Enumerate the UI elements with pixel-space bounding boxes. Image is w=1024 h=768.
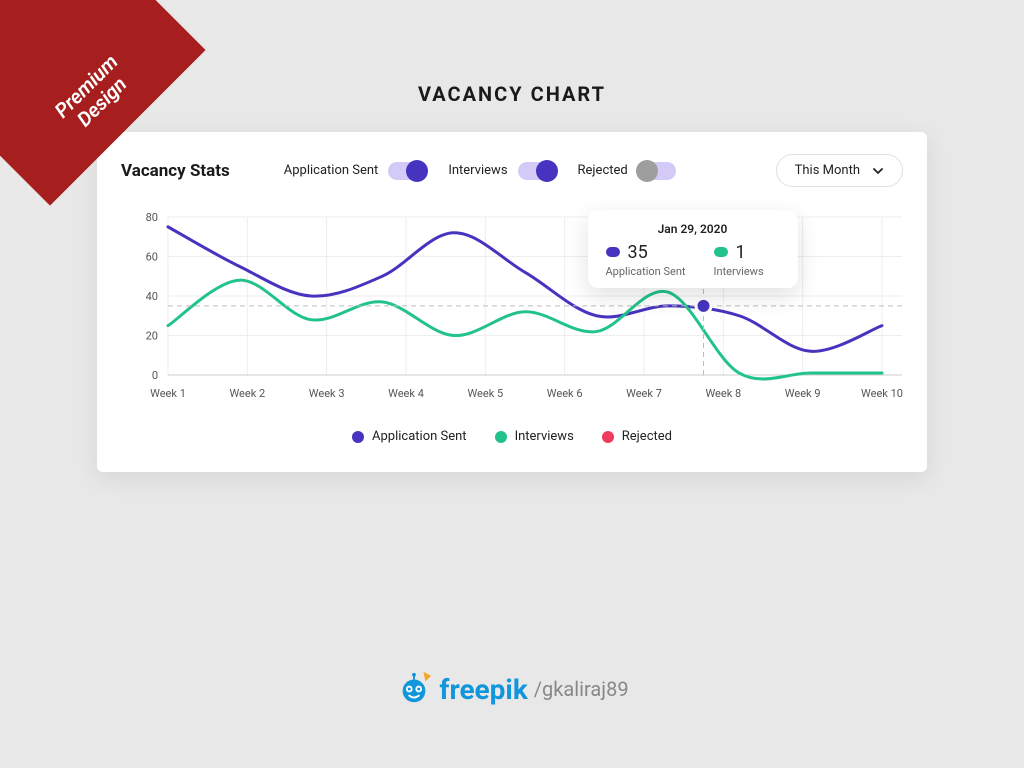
- legend-label: Application Sent: [372, 429, 467, 444]
- tooltip-value: 1: [736, 242, 746, 263]
- tooltip-values: 35 Application Sent 1 Interviews: [606, 242, 780, 278]
- svg-text:40: 40: [146, 290, 158, 303]
- chart-tooltip: Jan 29, 2020 35 Application Sent 1 Intervie…: [588, 210, 798, 288]
- toggle-label: Application Sent: [284, 163, 379, 178]
- toggle-interviews[interactable]: Interviews: [448, 162, 555, 180]
- attribution-brand: freepik: [439, 673, 527, 706]
- legend-item-interviews: Interviews: [495, 429, 574, 444]
- svg-text:Week 7: Week 7: [626, 387, 662, 400]
- toggle-application-sent[interactable]: Application Sent: [284, 162, 427, 180]
- chevron-down-icon: [872, 165, 884, 177]
- tooltip-label: Application Sent: [606, 265, 686, 278]
- svg-text:Week 1: Week 1: [150, 387, 186, 400]
- toggle-switch[interactable]: [638, 162, 676, 180]
- tooltip-color-icon: [606, 247, 620, 257]
- chart-area[interactable]: 0 20 40 60 80 Week 1 Week 2 Week 3 Week 4 Week 5 W…: [121, 205, 903, 415]
- tooltip-item: 1 Interviews: [714, 242, 764, 278]
- toggle-row: Application Sent Interviews Rejected: [284, 162, 676, 180]
- toggle-rejected[interactable]: Rejected: [578, 162, 676, 180]
- svg-text:Week 2: Week 2: [229, 387, 265, 400]
- svg-text:20: 20: [146, 330, 158, 343]
- tooltip-item: 35 Application Sent: [606, 242, 686, 278]
- toggle-switch[interactable]: [518, 162, 556, 180]
- card-header: Vacancy Stats Application Sent Interviews…: [121, 154, 903, 187]
- attribution: freepik /gkaliraj89: [0, 670, 1024, 708]
- toggle-switch[interactable]: [388, 162, 426, 180]
- tooltip-color-icon: [714, 247, 728, 257]
- attribution-user: /gkaliraj89: [534, 677, 629, 701]
- toggle-knob: [406, 160, 428, 182]
- legend-label: Interviews: [515, 429, 574, 444]
- svg-text:Week 3: Week 3: [309, 387, 345, 400]
- legend-item-rejected: Rejected: [602, 429, 672, 444]
- legend-label: Rejected: [622, 429, 672, 444]
- svg-text:Week 8: Week 8: [705, 387, 741, 400]
- svg-text:60: 60: [146, 251, 158, 264]
- legend-dot-icon: [602, 431, 614, 443]
- svg-text:Week 6: Week 6: [547, 387, 583, 400]
- toggle-label: Interviews: [448, 163, 507, 178]
- tooltip-date: Jan 29, 2020: [606, 222, 780, 236]
- toggle-knob: [636, 160, 658, 182]
- svg-text:Week 10: Week 10: [861, 387, 903, 400]
- legend-dot-icon: [495, 431, 507, 443]
- period-label: This Month: [795, 163, 860, 178]
- svg-text:0: 0: [152, 369, 158, 382]
- period-select[interactable]: This Month: [776, 154, 903, 187]
- svg-text:Week 5: Week 5: [467, 387, 503, 400]
- svg-text:80: 80: [146, 211, 158, 224]
- vacancy-card: Vacancy Stats Application Sent Interviews…: [97, 132, 927, 472]
- svg-text:Week 9: Week 9: [785, 387, 821, 400]
- svg-text:Week 4: Week 4: [388, 387, 424, 400]
- tooltip-value: 35: [628, 242, 648, 263]
- legend-dot-icon: [352, 431, 364, 443]
- legend-item-application-sent: Application Sent: [352, 429, 467, 444]
- tooltip-label: Interviews: [714, 265, 764, 278]
- card-title: Vacancy Stats: [121, 161, 230, 181]
- toggle-label: Rejected: [578, 163, 628, 178]
- freepik-robot-icon: [395, 670, 433, 708]
- chart-legend: Application Sent Interviews Rejected: [121, 429, 903, 444]
- toggle-knob: [536, 160, 558, 182]
